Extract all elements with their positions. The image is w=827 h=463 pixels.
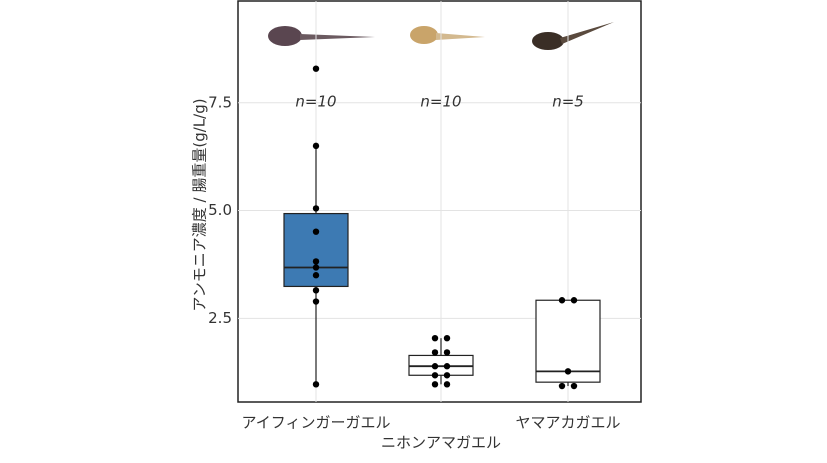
data-point: [312, 264, 320, 271]
panel: [237, 0, 642, 403]
data-point: [558, 382, 566, 390]
tadpole-images: [268, 22, 614, 50]
y-axis-label: アンモニア濃度 / 腸重量(g/L/g): [191, 98, 209, 311]
sample-size: n=10: [295, 93, 336, 111]
data-point: [312, 298, 320, 305]
data-point: [431, 349, 439, 356]
data-point: [312, 381, 320, 388]
data-point: [431, 334, 439, 342]
data-point: [312, 142, 320, 150]
data-point: [443, 334, 451, 342]
data-point: [312, 65, 320, 72]
data-point: [570, 297, 578, 304]
x-tick-label: アイフィンガーガエル: [242, 414, 391, 432]
data-point: [312, 272, 320, 279]
y-tick-label: 7.5: [208, 93, 232, 111]
y-tick-label: 5.0: [208, 201, 232, 219]
data-point: [312, 228, 320, 235]
data-point: [443, 349, 451, 356]
data-point: [312, 258, 320, 265]
data-point: [431, 372, 439, 379]
sample-size: n=5: [552, 93, 584, 111]
data-point: [431, 363, 439, 370]
data-point: [312, 205, 320, 212]
sample-size: n=10: [420, 93, 461, 111]
data-point: [558, 297, 566, 304]
x-tick-label: ニホンアマガエル: [381, 434, 501, 452]
x-tick-label: ヤマアカガエル: [515, 414, 620, 432]
data-point: [312, 287, 320, 294]
data-point: [443, 381, 451, 388]
y-tick-label: 2.5: [208, 309, 232, 327]
data-point: [564, 368, 572, 375]
data-point: [443, 372, 451, 379]
data-point: [431, 381, 439, 388]
data-point: [443, 363, 451, 370]
data-point: [570, 382, 578, 390]
